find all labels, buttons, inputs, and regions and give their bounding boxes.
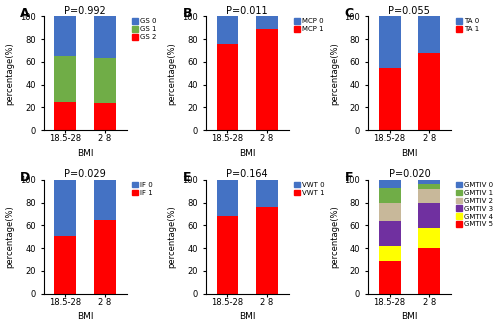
X-axis label: BMI: BMI xyxy=(77,312,94,321)
Text: D: D xyxy=(20,171,30,184)
Y-axis label: percentage(%): percentage(%) xyxy=(168,205,176,268)
X-axis label: BMI: BMI xyxy=(239,149,256,158)
Legend: TA 0, TA 1: TA 0, TA 1 xyxy=(456,18,480,33)
Text: B: B xyxy=(182,7,192,20)
Bar xyxy=(379,68,400,130)
Bar xyxy=(216,180,238,216)
Bar xyxy=(94,16,116,59)
Bar xyxy=(379,203,400,221)
Bar xyxy=(379,246,400,261)
Title: P=0.055: P=0.055 xyxy=(388,6,430,16)
Bar xyxy=(418,203,440,228)
Y-axis label: percentage(%): percentage(%) xyxy=(6,205,15,268)
Bar xyxy=(54,102,76,130)
Bar xyxy=(418,248,440,294)
Title: P=0.011: P=0.011 xyxy=(226,6,268,16)
X-axis label: BMI: BMI xyxy=(401,312,417,321)
Bar xyxy=(94,59,116,103)
Bar xyxy=(256,207,278,294)
Title: P=0.029: P=0.029 xyxy=(64,169,106,179)
Bar xyxy=(216,16,238,44)
Bar xyxy=(94,180,116,220)
X-axis label: BMI: BMI xyxy=(401,149,417,158)
Bar xyxy=(418,53,440,130)
X-axis label: BMI: BMI xyxy=(239,312,256,321)
Text: F: F xyxy=(344,171,353,184)
Text: E: E xyxy=(182,171,191,184)
Bar xyxy=(418,184,440,189)
Y-axis label: percentage(%): percentage(%) xyxy=(330,205,339,268)
Bar xyxy=(418,228,440,248)
Bar xyxy=(54,236,76,294)
Legend: VWT 0, VWT 1: VWT 0, VWT 1 xyxy=(293,181,326,197)
Title: P=0.164: P=0.164 xyxy=(226,169,268,179)
Title: P=0.992: P=0.992 xyxy=(64,6,106,16)
Bar xyxy=(418,189,440,203)
Text: C: C xyxy=(344,7,354,20)
Bar xyxy=(379,188,400,203)
Bar xyxy=(256,180,278,207)
Y-axis label: percentage(%): percentage(%) xyxy=(6,42,15,105)
Bar xyxy=(379,180,400,188)
Y-axis label: percentage(%): percentage(%) xyxy=(168,42,176,105)
Bar xyxy=(418,180,440,184)
Bar xyxy=(256,16,278,29)
Bar xyxy=(54,180,76,236)
Bar xyxy=(94,103,116,130)
Bar xyxy=(216,44,238,130)
Bar xyxy=(54,56,76,102)
Legend: GS 0, GS 1, GS 2: GS 0, GS 1, GS 2 xyxy=(131,18,157,41)
Bar xyxy=(379,221,400,246)
Bar xyxy=(379,261,400,294)
Legend: IF 0, IF 1: IF 0, IF 1 xyxy=(131,181,154,197)
Bar xyxy=(379,16,400,68)
X-axis label: BMI: BMI xyxy=(77,149,94,158)
Y-axis label: percentage(%): percentage(%) xyxy=(330,42,339,105)
Bar xyxy=(418,16,440,53)
Bar xyxy=(216,216,238,294)
Text: A: A xyxy=(20,7,30,20)
Bar xyxy=(94,220,116,294)
Legend: MCP 0, MCP 1: MCP 0, MCP 1 xyxy=(293,18,324,33)
Title: P=0.020: P=0.020 xyxy=(388,169,430,179)
Legend: GMTIV 0, GMTIV 1, GMTIV 2, GMTIV 3, GMTIV 4, GMTIV 5: GMTIV 0, GMTIV 1, GMTIV 2, GMTIV 3, GMTI… xyxy=(456,181,494,228)
Bar xyxy=(256,29,278,130)
Bar xyxy=(54,16,76,56)
